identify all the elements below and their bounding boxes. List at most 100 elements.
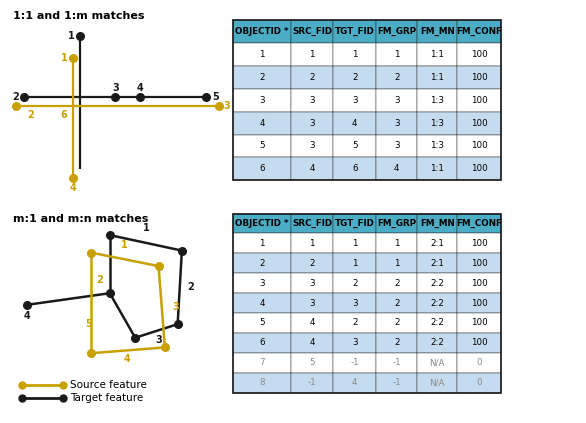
- Bar: [333, 135, 376, 157]
- Bar: [376, 313, 417, 333]
- Bar: [333, 112, 376, 135]
- Bar: [457, 353, 501, 373]
- Bar: [233, 89, 291, 112]
- Bar: [457, 273, 501, 293]
- Text: FM_MN: FM_MN: [420, 219, 455, 228]
- Text: 4: 4: [259, 299, 265, 308]
- Bar: [291, 293, 333, 313]
- Bar: [457, 313, 501, 333]
- Text: 100: 100: [471, 118, 488, 128]
- Bar: [233, 43, 291, 66]
- Text: TGT_FID: TGT_FID: [335, 219, 375, 228]
- Text: 1: 1: [121, 240, 128, 250]
- Bar: [291, 43, 333, 66]
- Text: 1:1: 1:1: [430, 73, 444, 82]
- Bar: [376, 333, 417, 353]
- Text: SRC_FID: SRC_FID: [292, 27, 332, 36]
- Text: 1:3: 1:3: [430, 141, 444, 151]
- Text: 2: 2: [394, 338, 400, 347]
- Text: 1:1 and 1:m matches: 1:1 and 1:m matches: [13, 11, 144, 21]
- Text: 2: 2: [352, 319, 357, 327]
- Bar: [417, 373, 457, 393]
- Bar: [291, 157, 333, 180]
- Text: 1: 1: [62, 53, 68, 63]
- Text: 1: 1: [259, 239, 265, 248]
- Text: 3: 3: [309, 96, 315, 105]
- Text: -1: -1: [350, 358, 359, 367]
- Bar: [291, 273, 333, 293]
- Text: 1: 1: [309, 239, 315, 248]
- Bar: [417, 233, 457, 253]
- Bar: [333, 233, 376, 253]
- Text: 1: 1: [352, 239, 357, 248]
- Text: 3: 3: [112, 83, 119, 93]
- Text: Source feature: Source feature: [70, 380, 147, 390]
- Bar: [233, 20, 291, 43]
- Bar: [457, 43, 501, 66]
- Bar: [457, 157, 501, 180]
- Bar: [376, 214, 417, 233]
- Bar: [291, 353, 333, 373]
- Bar: [233, 233, 291, 253]
- Text: N/A: N/A: [430, 378, 445, 387]
- Text: 2: 2: [352, 279, 357, 288]
- Text: N/A: N/A: [430, 358, 445, 367]
- Bar: [457, 66, 501, 89]
- Bar: [457, 333, 501, 353]
- Bar: [333, 66, 376, 89]
- Text: 3: 3: [309, 299, 315, 308]
- Bar: [233, 135, 291, 157]
- Bar: [291, 333, 333, 353]
- Text: 1:3: 1:3: [430, 96, 444, 105]
- Bar: [291, 373, 333, 393]
- Bar: [333, 313, 376, 333]
- Bar: [333, 20, 376, 43]
- Text: FM_CONF: FM_CONF: [456, 219, 502, 228]
- Text: Target feature: Target feature: [70, 393, 144, 404]
- Text: 4: 4: [309, 319, 315, 327]
- Bar: [457, 112, 501, 135]
- Text: 6: 6: [259, 338, 265, 347]
- Bar: [333, 373, 376, 393]
- Bar: [376, 353, 417, 373]
- Bar: [233, 333, 291, 353]
- Text: FM_GRP: FM_GRP: [377, 219, 416, 228]
- Text: 3: 3: [259, 96, 265, 105]
- Text: 1:3: 1:3: [430, 118, 444, 128]
- Text: 100: 100: [471, 96, 488, 105]
- Text: 1:1: 1:1: [430, 50, 444, 59]
- Text: 0: 0: [476, 358, 482, 367]
- Bar: [417, 89, 457, 112]
- Text: 3: 3: [352, 96, 357, 105]
- Text: FM_GRP: FM_GRP: [377, 27, 416, 36]
- Bar: [457, 373, 501, 393]
- Bar: [233, 20, 501, 180]
- Text: 0: 0: [476, 378, 482, 387]
- Text: 3: 3: [394, 96, 400, 105]
- Bar: [376, 293, 417, 313]
- Text: 100: 100: [471, 259, 488, 268]
- Text: 5: 5: [85, 319, 92, 329]
- Text: 3: 3: [309, 118, 315, 128]
- Text: 5: 5: [212, 92, 219, 102]
- Bar: [333, 253, 376, 273]
- Text: 2: 2: [394, 279, 400, 288]
- Text: 4: 4: [124, 354, 130, 364]
- Text: 100: 100: [471, 141, 488, 151]
- Bar: [291, 253, 333, 273]
- Bar: [376, 43, 417, 66]
- Text: 2:1: 2:1: [430, 259, 444, 268]
- Text: 2: 2: [187, 283, 194, 292]
- Bar: [417, 313, 457, 333]
- Text: 100: 100: [471, 279, 488, 288]
- Text: -1: -1: [308, 378, 316, 387]
- Bar: [417, 157, 457, 180]
- Bar: [376, 273, 417, 293]
- Text: 3: 3: [309, 141, 315, 151]
- Text: 3: 3: [172, 302, 179, 312]
- Text: 2:1: 2:1: [430, 239, 444, 248]
- Bar: [457, 233, 501, 253]
- Text: 5: 5: [309, 358, 315, 367]
- Text: 100: 100: [471, 50, 488, 59]
- Bar: [291, 20, 333, 43]
